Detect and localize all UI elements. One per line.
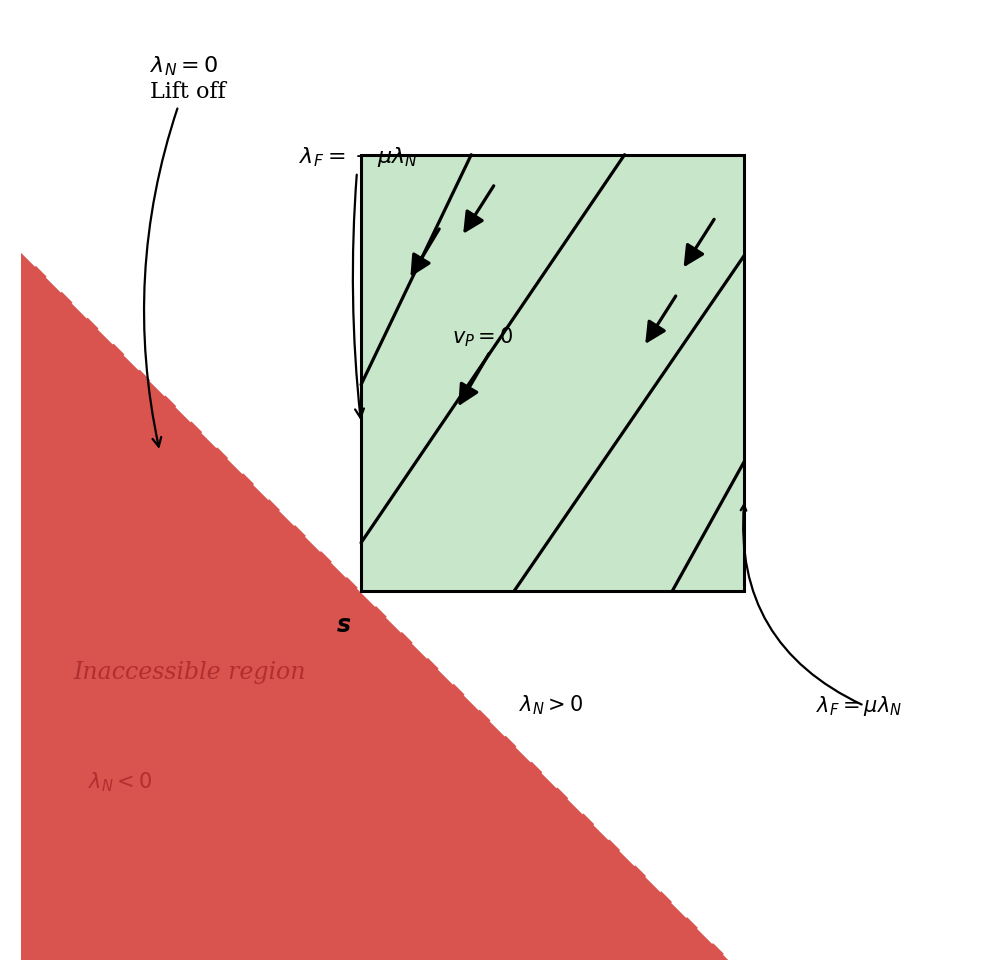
- Text: $\lambda_N < 0$: $\lambda_N < 0$: [88, 771, 152, 794]
- Text: $\lambda_F = -\mu\lambda_N$: $\lambda_F = -\mu\lambda_N$: [299, 145, 418, 418]
- Text: $v_P = 0$: $v_P = 0$: [452, 325, 513, 349]
- Bar: [361, 155, 744, 591]
- Polygon shape: [21, 251, 730, 960]
- Text: $\lambda_F = \mu\lambda_N$: $\lambda_F = \mu\lambda_N$: [816, 694, 902, 718]
- Text: Inaccessible region: Inaccessible region: [74, 660, 306, 683]
- Text: $\lambda_N > 0$: $\lambda_N > 0$: [519, 694, 583, 718]
- Text: $\lambda_N = 0$
Lift off: $\lambda_N = 0$ Lift off: [144, 54, 226, 447]
- Text: $\boldsymbol{s}$: $\boldsymbol{s}$: [336, 613, 351, 637]
